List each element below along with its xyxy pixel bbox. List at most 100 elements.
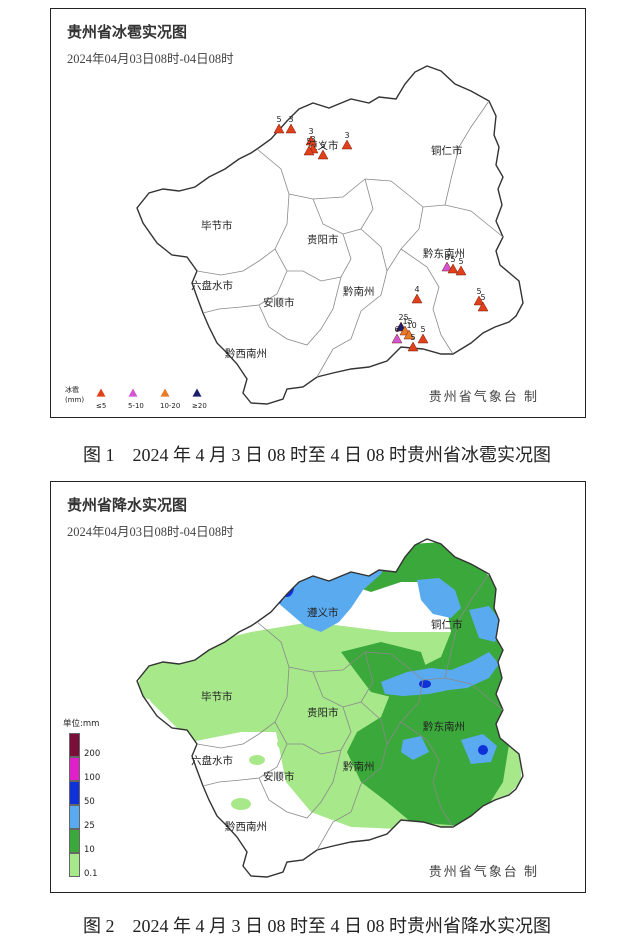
rain-city-label-anshun: 安顺市: [263, 770, 295, 783]
city-label-guiyang: 贵阳市: [307, 233, 339, 246]
hail-legend-label: 5-10: [128, 402, 144, 410]
hail-report-value: 8: [445, 253, 450, 262]
hail-report-value: 15: [403, 317, 413, 326]
hail-report-marker: 5: [317, 141, 329, 160]
city-label-anshun: 安顺市: [263, 296, 295, 309]
hail-triangle-icon: [403, 329, 415, 340]
rain-city-label-liupanshui: 六盘水市: [191, 754, 233, 767]
hail-legend-label: ≥20: [192, 402, 207, 410]
hail-triangle-icon: [341, 139, 353, 150]
hail-report-marker: 5: [303, 137, 315, 156]
hail-triangle-icon: [411, 293, 423, 304]
hail-report-value: 4: [415, 285, 420, 294]
rain-legend-swatch: [69, 733, 80, 757]
hail-report-value: 5: [411, 333, 416, 342]
rain-legend-swatch: [69, 853, 80, 877]
city-label-tongren: 铜仁市: [431, 144, 463, 157]
rain-legend: 单位:mm 200 100 50 25 10 0.1: [63, 717, 111, 887]
city-labels: 遵义市 铜仁市 毕节市 贵阳市 黔东南州 六盘水市 黔南州 安顺市 黔西南州: [191, 139, 465, 360]
hail-map-subtitle: 2024年04月03日08时-04日08时: [67, 52, 234, 66]
rain-map-panel: 贵州省降水实况图 2024年04月03日08时-04日08时: [50, 481, 586, 893]
rain-legend-unit: 单位:mm: [63, 719, 100, 729]
hail-legend-triangle-icon: [96, 388, 106, 397]
rain-legend-label: 0.1: [84, 869, 98, 879]
hail-map-panel: 贵州省冰雹实况图 2024年04月03日08时-04日08时 遵义市 铜仁市 毕…: [50, 8, 586, 418]
rain-city-label-qiannan: 黔南州: [343, 760, 375, 773]
hail-report-value: 5: [451, 255, 456, 264]
figure1-caption: 图 1 2024 年 4 月 3 日 08 时至 4 日 08 时贵州省冰雹实况…: [83, 445, 551, 465]
rain-map-credit: 贵州省气象台 制: [428, 864, 539, 879]
city-label-qiannan: 黔南州: [343, 285, 375, 298]
hail-report-marker: 5: [417, 325, 429, 344]
hail-triangle-icon: [285, 123, 297, 134]
rain-legend-swatch: [69, 781, 80, 805]
hail-triangle-icon: [303, 145, 315, 156]
hail-report-value: 5: [481, 293, 486, 302]
hail-report-marker: 5: [473, 287, 485, 306]
hail-map: 遵义市 铜仁市 毕节市 贵阳市 黔东南州 六盘水市 黔南州 安顺市 黔西南州 5…: [136, 65, 524, 405]
hail-legend-triangle-icon: [128, 388, 138, 397]
hail-triangle-icon: [273, 123, 285, 134]
hail-report-value: 25: [399, 313, 409, 322]
hail-triangle-icon: [407, 341, 419, 352]
hail-report-marker: 10: [403, 321, 417, 340]
rain-city-label-qianxinan: 黔西南州: [225, 820, 267, 833]
hail-report-value: 10: [407, 321, 417, 330]
rain-city-label-bijie: 毕节市: [201, 690, 233, 703]
hail-triangle-icon: [417, 333, 429, 344]
hail-report-value: 5: [477, 287, 482, 296]
hail-legend-triangle-icon: [192, 388, 202, 397]
rain-legend-label: 50: [84, 797, 95, 807]
hail-report-marker: 5: [273, 115, 285, 134]
rain-prefecture-boundaries: [196, 573, 504, 851]
rain-city-label-guiyang: 贵阳市: [307, 706, 339, 719]
rain-city-label-qiandongnan: 黔东南州: [423, 720, 465, 733]
hail-report-marker: 5: [455, 257, 467, 276]
hail-report-value: 5: [459, 257, 464, 266]
hail-report-value: 3: [309, 127, 314, 136]
hail-report-marker: 3: [305, 127, 317, 146]
rain-legend-swatch: [69, 829, 80, 853]
hail-triangle-icon: [455, 265, 467, 276]
hail-legend-unit: (mm): [65, 396, 84, 404]
hail-legend-label: ≤5: [96, 402, 106, 410]
hail-map-credit: 贵州省气象台 制: [428, 389, 539, 404]
hail-report-value: 5: [421, 325, 426, 334]
rain-legend-label: 100: [84, 773, 101, 783]
hail-report-value: 3: [289, 115, 294, 124]
rain-city-label-zunyi: 遵义市: [307, 606, 339, 619]
hail-triangle-icon: [477, 301, 489, 312]
hail-triangle-icon: [317, 149, 329, 160]
hail-report-value: 5: [307, 137, 312, 146]
hail-legend: 冰雹 (mm) ≤5 5-10 10-20 ≥20: [63, 383, 243, 413]
hail-report-marker: 4: [411, 285, 423, 304]
hail-report-marker: 3: [285, 115, 297, 134]
hail-report-value: 3: [311, 135, 316, 144]
hail-report-marker: 6: [391, 325, 403, 344]
hail-triangle-icon: [441, 261, 453, 272]
hail-report-marker: 5: [407, 333, 419, 352]
hail-report-marker: 3: [341, 131, 353, 150]
hail-legend-graphic: 冰雹 (mm) ≤5 5-10 10-20 ≥20: [65, 385, 207, 410]
hail-legend-triangle-icon: [160, 388, 170, 397]
rain-legend-label: 25: [84, 821, 95, 831]
hail-legend-title: 冰雹: [65, 385, 79, 394]
hail-report-value: 5: [321, 141, 326, 150]
prefecture-boundaries: [196, 100, 504, 378]
hail-triangle-icon: [391, 333, 403, 344]
rain-map-subtitle: 2024年04月03日08时-04日08时: [67, 525, 234, 539]
rain-map-title: 贵州省降水实况图: [67, 496, 188, 514]
city-label-liupanshui: 六盘水市: [191, 279, 233, 292]
rain-map: 遵义市 铜仁市 毕节市 贵阳市 黔东南州 六盘水市 黔南州 安顺市 黔西南州: [136, 538, 524, 878]
hail-triangle-icon: [473, 295, 485, 306]
city-label-bijie: 毕节市: [201, 219, 233, 232]
rain-city-labels: 遵义市 铜仁市 毕节市 贵阳市 黔东南州 六盘水市 黔南州 安顺市 黔西南州: [191, 606, 465, 833]
figure2-caption: 图 2 2024 年 4 月 3 日 08 时至 4 日 08 时贵州省降水实况…: [83, 916, 551, 936]
hail-triangle-icon: [447, 263, 459, 274]
city-label-qianxinan: 黔西南州: [225, 347, 267, 360]
hail-triangle-icon: [305, 135, 317, 146]
precipitation-fields: [137, 539, 521, 832]
rain-legend-label: 10: [84, 845, 95, 855]
rain-legend-swatch: [69, 805, 80, 829]
